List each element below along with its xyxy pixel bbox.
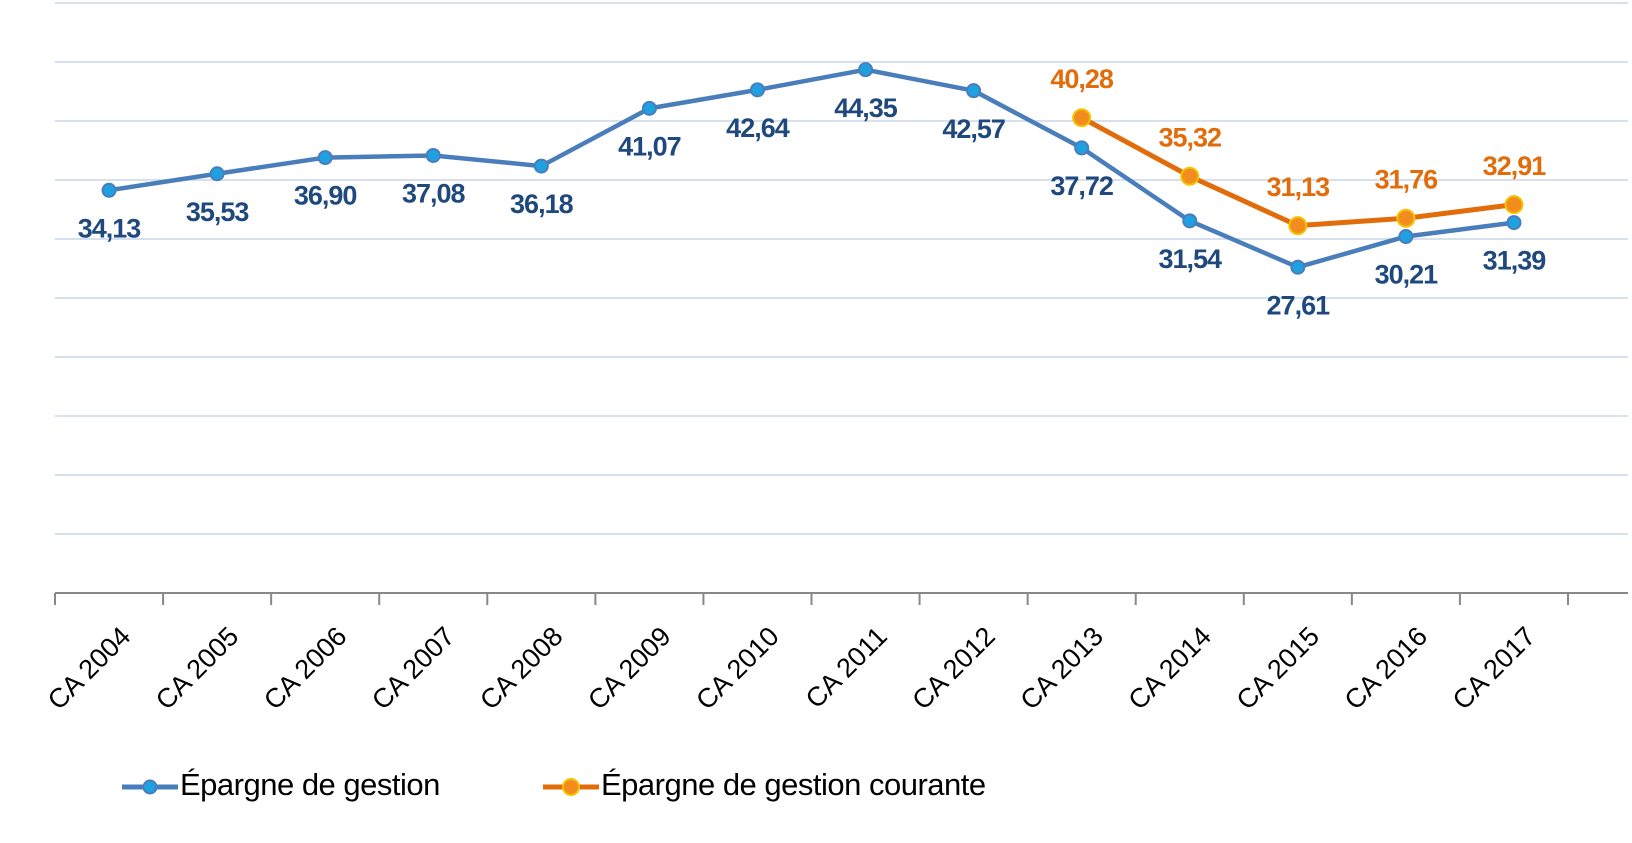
marker bbox=[1072, 108, 1092, 128]
x-tick-label: CA 2014 bbox=[1123, 621, 1217, 715]
data-label: 31,54 bbox=[1158, 244, 1222, 274]
marker bbox=[1288, 216, 1308, 236]
x-tick-label: CA 2013 bbox=[1014, 621, 1108, 715]
x-tick-label: CA 2012 bbox=[906, 621, 1000, 715]
x-tick-label: CA 2004 bbox=[42, 621, 136, 715]
marker bbox=[317, 150, 333, 166]
data-label: 40,28 bbox=[1050, 64, 1114, 94]
data-label: 34,13 bbox=[78, 213, 142, 243]
legend-marker bbox=[142, 779, 158, 795]
marker bbox=[1504, 195, 1524, 215]
marker bbox=[1180, 166, 1200, 186]
x-tick-label: CA 2016 bbox=[1339, 621, 1433, 715]
marker bbox=[209, 166, 225, 182]
marker bbox=[1396, 208, 1416, 228]
legend-marker bbox=[562, 778, 580, 796]
data-label: 41,07 bbox=[618, 131, 681, 161]
x-tick-label: CA 2009 bbox=[582, 621, 676, 715]
x-tick-label: CA 2007 bbox=[366, 621, 460, 715]
data-label: 30,21 bbox=[1375, 260, 1439, 290]
x-tick-label: CA 2006 bbox=[258, 621, 352, 715]
data-label: 42,64 bbox=[726, 113, 790, 143]
marker bbox=[641, 100, 657, 116]
marker bbox=[1290, 259, 1306, 275]
marker bbox=[749, 82, 765, 98]
marker bbox=[1074, 140, 1090, 156]
data-label: 36,18 bbox=[510, 189, 574, 219]
data-label: 32,91 bbox=[1483, 151, 1547, 181]
marker bbox=[533, 158, 549, 174]
legend-label: Épargne de gestion bbox=[180, 767, 440, 802]
marker bbox=[966, 83, 982, 99]
marker bbox=[1506, 215, 1522, 231]
x-tick-label: CA 2005 bbox=[150, 621, 244, 715]
data-label: 37,08 bbox=[402, 179, 466, 209]
series-line bbox=[108, 67, 1515, 270]
data-label: 35,32 bbox=[1158, 122, 1221, 152]
marker bbox=[101, 182, 117, 198]
data-label: 42,57 bbox=[942, 114, 1005, 144]
data-label: 35,53 bbox=[186, 197, 250, 227]
x-tick-label: CA 2015 bbox=[1231, 621, 1325, 715]
data-label: 44,35 bbox=[834, 93, 898, 123]
x-tick-label: CA 2011 bbox=[800, 621, 893, 714]
data-label: 31,39 bbox=[1483, 246, 1547, 276]
data-label: 27,61 bbox=[1267, 290, 1331, 320]
data-label: 37,72 bbox=[1050, 171, 1113, 201]
marker bbox=[1182, 213, 1198, 229]
data-label: 36,90 bbox=[294, 181, 357, 211]
marker bbox=[858, 62, 874, 78]
x-tick-label: CA 2008 bbox=[474, 621, 568, 715]
data-label: 31,76 bbox=[1375, 164, 1439, 194]
marker bbox=[425, 147, 441, 163]
legend-label: Épargne de gestion courante bbox=[601, 767, 986, 802]
data-label: 31,13 bbox=[1267, 172, 1331, 202]
x-tick-label: CA 2017 bbox=[1447, 621, 1541, 715]
marker bbox=[1398, 229, 1414, 245]
x-tick-label: CA 2010 bbox=[690, 621, 784, 715]
